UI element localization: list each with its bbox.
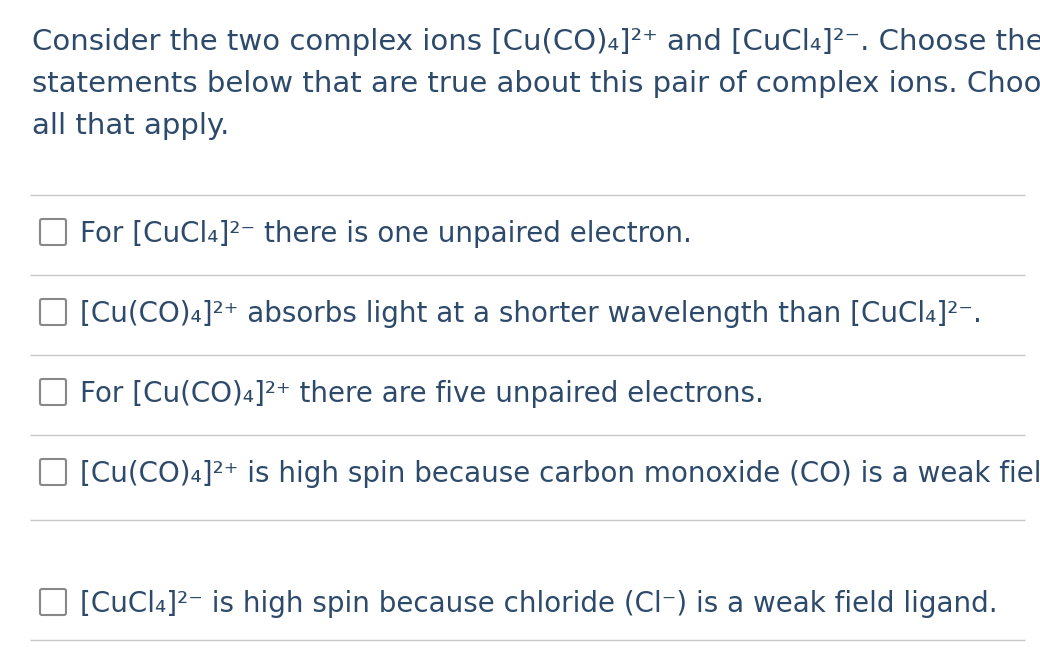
Text: [Cu(CO)₄]²⁺ is high spin because carbon monoxide (CO) is a weak field ligand.: [Cu(CO)₄]²⁺ is high spin because carbon … xyxy=(80,460,1040,488)
FancyBboxPatch shape xyxy=(40,379,66,405)
FancyBboxPatch shape xyxy=(40,459,66,485)
Text: For [CuCl₄]²⁻ there is one unpaired electron.: For [CuCl₄]²⁻ there is one unpaired elec… xyxy=(80,220,692,248)
Text: [Cu(CO)₄]²⁺ absorbs light at a shorter wavelength than [CuCl₄]²⁻.: [Cu(CO)₄]²⁺ absorbs light at a shorter w… xyxy=(80,300,982,328)
Text: all that apply.: all that apply. xyxy=(32,112,230,140)
FancyBboxPatch shape xyxy=(40,219,66,245)
FancyBboxPatch shape xyxy=(40,299,66,325)
Text: [CuCl₄]²⁻ is high spin because chloride (Cl⁻) is a weak field ligand.: [CuCl₄]²⁻ is high spin because chloride … xyxy=(80,590,997,618)
Text: For [Cu(CO)₄]²⁺ there are five unpaired electrons.: For [Cu(CO)₄]²⁺ there are five unpaired … xyxy=(80,380,763,408)
Text: statements below that are true about this pair of complex ions. Choose: statements below that are true about thi… xyxy=(32,70,1040,98)
FancyBboxPatch shape xyxy=(40,589,66,615)
Text: Consider the two complex ions [Cu(CO)₄]²⁺ and [CuCl₄]²⁻. Choose the: Consider the two complex ions [Cu(CO)₄]²… xyxy=(32,28,1040,56)
